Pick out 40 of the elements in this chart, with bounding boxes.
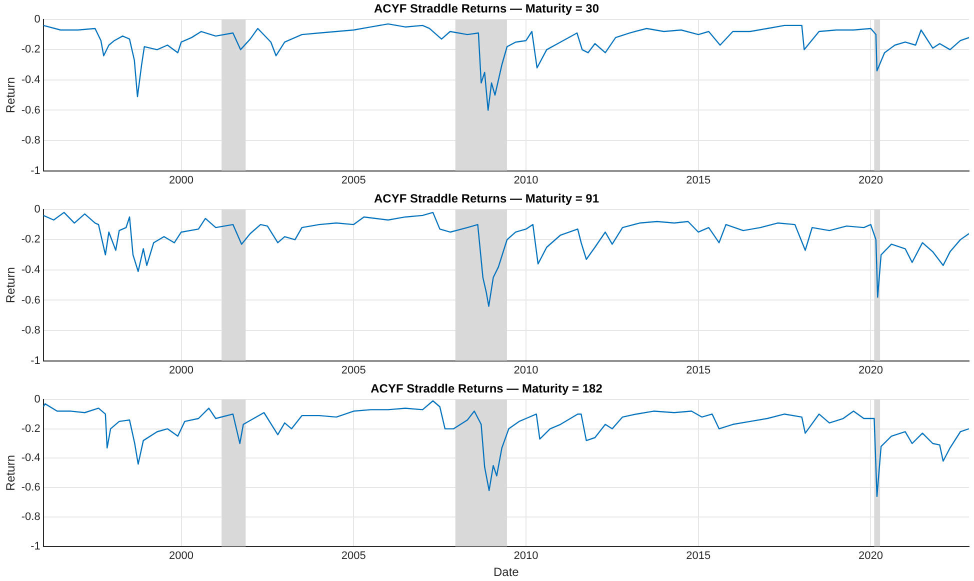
y-tick-label: -1 [30, 354, 40, 367]
y-tick-label: -0.4 [21, 264, 40, 276]
x-tick-label: 2000 [169, 174, 194, 186]
x-tick-label: 2010 [514, 364, 538, 376]
y-tick-label: -0.6 [21, 482, 40, 494]
x-tick-label: 2005 [341, 174, 366, 186]
x-tick-label: 2020 [858, 174, 883, 186]
chart-title: ACYF Straddle Returns — Maturity = 30 [374, 2, 600, 16]
x-tick-label: 2010 [514, 174, 538, 186]
x-tick-label: 2020 [858, 550, 883, 562]
y-axis-title: Return [4, 454, 18, 491]
y-tick-label: -0.2 [21, 422, 40, 435]
y-tick-label: -0.4 [21, 452, 40, 464]
x-tick-label: 2015 [686, 174, 711, 186]
x-tick-label: 2015 [686, 550, 711, 562]
y-tick-label: -0.6 [21, 294, 40, 306]
chart-title: ACYF Straddle Returns — Maturity = 91 [374, 192, 600, 206]
x-tick-label: 2000 [169, 550, 194, 562]
x-tick-label: 2000 [169, 364, 194, 376]
y-tick-label: -1 [30, 164, 40, 177]
y-tick-label: -0.6 [21, 104, 40, 116]
y-tick-label: -0.8 [21, 134, 40, 147]
y-tick-label: 0 [34, 393, 40, 406]
x-tick-label: 2015 [686, 364, 711, 376]
y-tick-label: -0.8 [21, 511, 40, 524]
y-tick-label: 0 [34, 13, 40, 26]
x-tick-label: 2005 [341, 550, 366, 562]
x-tick-label: 2005 [341, 364, 366, 376]
y-tick-label: -1 [30, 540, 40, 552]
y-tick-label: -0.2 [21, 234, 40, 246]
chart-title: ACYF Straddle Returns — Maturity = 182 [370, 382, 603, 396]
y-axis-title: Return [4, 267, 18, 304]
y-tick-label: -0.4 [21, 74, 40, 86]
y-axis-title: Return [4, 77, 18, 114]
x-axis-title: Date [494, 565, 520, 580]
x-tick-label: 2010 [514, 550, 538, 562]
y-tick-label: -0.8 [21, 324, 40, 337]
y-tick-label: 0 [34, 203, 40, 216]
y-tick-label: -0.2 [21, 44, 40, 56]
x-tick-label: 2020 [858, 364, 883, 376]
